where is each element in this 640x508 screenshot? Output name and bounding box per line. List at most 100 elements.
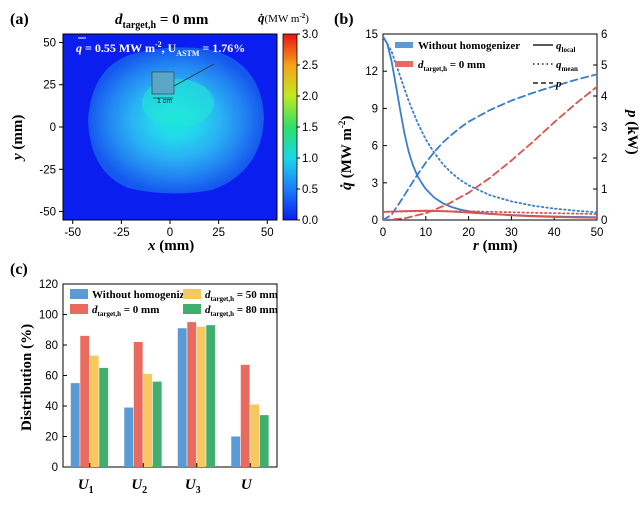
y-left-tick-label: 3 bbox=[372, 178, 378, 190]
bar bbox=[250, 404, 260, 467]
panel-a-title: dtarget,h = 0 mm bbox=[115, 12, 209, 31]
bar bbox=[80, 335, 90, 467]
colorbar-tick-label: 1.5 bbox=[302, 122, 318, 134]
series-line-4 bbox=[383, 210, 597, 215]
y-tick-label: -50 bbox=[39, 207, 56, 219]
y-tick-label: 60 bbox=[45, 371, 58, 383]
x-tick-label: 40 bbox=[548, 227, 561, 239]
panel-c: (c) 0 20 40 60 80 100 120 U1 U2 U3 U Distribution… bbox=[10, 261, 278, 496]
panel-a: (a) dtarget,h = 0 mm q = 0.55 MW m-2, UA… bbox=[10, 10, 318, 254]
x-tick-label: -50 bbox=[64, 227, 81, 239]
colorbar-title: q̇(MW m-2) bbox=[258, 10, 309, 25]
bar-legend-swatch-without bbox=[70, 289, 88, 299]
legend-p-label: p bbox=[555, 78, 562, 90]
heatmap-axis-ticks: -50 -25 0 25 50 -50 -25 0 25 50 bbox=[39, 37, 273, 239]
x-tick-label: 30 bbox=[505, 227, 518, 239]
bar bbox=[124, 407, 134, 467]
panel-b-y-right-label: p (kW) bbox=[624, 108, 640, 155]
bar-plot-bars bbox=[70, 322, 269, 467]
bar bbox=[196, 326, 206, 467]
y-tick-label: 20 bbox=[45, 432, 58, 444]
y-right-tick-label: 5 bbox=[601, 60, 607, 72]
y-right-tick-label: 2 bbox=[601, 153, 607, 165]
bar bbox=[206, 325, 216, 467]
panel-a-x-label: x (mm) bbox=[147, 238, 194, 254]
colorbar-tick-label: 1.0 bbox=[302, 153, 318, 165]
category-label: U1 bbox=[78, 477, 94, 496]
bar bbox=[231, 436, 241, 467]
series-line-1 bbox=[383, 35, 597, 214]
category-label: U2 bbox=[131, 477, 147, 496]
panel-b-legend: Without homogenizer dtarget,h = 0 mm qlo… bbox=[395, 40, 578, 90]
x-tick-label: 20 bbox=[462, 227, 475, 239]
category-label: U3 bbox=[185, 477, 201, 496]
scale-pointer-line bbox=[173, 63, 215, 87]
y-tick-label: 100 bbox=[39, 310, 58, 322]
x-tick-label: -25 bbox=[113, 227, 130, 239]
bar bbox=[99, 367, 109, 467]
bar bbox=[259, 415, 269, 467]
legend-dtarget-label: dtarget,h = 0 mm bbox=[418, 59, 485, 73]
y-left-tick-label: 9 bbox=[372, 103, 378, 115]
y-tick-label: -25 bbox=[39, 164, 56, 176]
y-right-tick-label: 1 bbox=[601, 184, 607, 196]
panel-b-x-label: r (mm) bbox=[473, 238, 518, 254]
panel-b-y-left-label: q̇ (MW m-2) bbox=[337, 116, 355, 190]
line-plot-frame bbox=[382, 33, 598, 221]
bar bbox=[177, 328, 187, 467]
panel-a-label: (a) bbox=[10, 11, 29, 28]
y-tick-label: 120 bbox=[39, 279, 58, 291]
bar-legend-0mm-label: dtarget,h = 0 mm bbox=[92, 304, 159, 318]
y-tick-label: 0 bbox=[50, 122, 56, 134]
y-right-tick-label: 3 bbox=[601, 122, 607, 134]
scale-square bbox=[151, 71, 175, 95]
scale-bar-label: 1 cm bbox=[157, 98, 172, 105]
panel-a-y-label: y (mm) bbox=[10, 115, 26, 162]
legend-swatch-dtarget bbox=[395, 61, 413, 67]
bar-legend-80mm-label: dtarget,h = 80 mm bbox=[205, 304, 278, 318]
bar bbox=[187, 322, 197, 467]
bar bbox=[89, 355, 99, 467]
series-line-0 bbox=[383, 35, 597, 219]
colorbar-tick-label: 2.5 bbox=[302, 60, 318, 72]
bar bbox=[240, 364, 250, 467]
bar bbox=[133, 341, 143, 467]
colorbar-ticks: 0.0 0.5 1.0 1.5 2.0 2.5 3.0 bbox=[297, 29, 318, 227]
panel-c-legend: Without homogenizer dtarget,h = 0 mm dta… bbox=[70, 289, 278, 318]
y-left-tick-label: 15 bbox=[365, 29, 378, 41]
bar-plot-categories: U1 U2 U3 U bbox=[78, 463, 253, 496]
colorbar-tick-label: 0.5 bbox=[302, 184, 318, 196]
panel-c-y-label: Distribution (%) bbox=[19, 324, 35, 431]
line-plot-series bbox=[383, 35, 597, 220]
y-tick-label: 40 bbox=[45, 401, 58, 413]
x-tick-label: 50 bbox=[591, 227, 604, 239]
bar-legend-without-label: Without homogenizer bbox=[92, 289, 194, 301]
y-right-tick-label: 6 bbox=[601, 29, 607, 41]
heatmap-annotation: q = 0.55 MW m-2, UASTM = 1.76% bbox=[76, 40, 245, 58]
legend-without-label: Without homogenizer bbox=[418, 40, 520, 52]
bar-legend-swatch-0mm bbox=[70, 304, 88, 314]
bar bbox=[152, 381, 162, 467]
x-tick-label: 0 bbox=[167, 227, 173, 239]
x-tick-label: 10 bbox=[419, 227, 432, 239]
y-tick-label: 25 bbox=[43, 80, 56, 92]
panel-c-label: (c) bbox=[10, 261, 28, 278]
legend-qlocal-label: qlocal bbox=[556, 40, 576, 54]
y-left-tick-label: 12 bbox=[365, 66, 378, 78]
category-label: U bbox=[241, 477, 253, 493]
y-left-tick-label: 6 bbox=[372, 141, 378, 153]
bar bbox=[70, 383, 80, 467]
bar-legend-swatch-80mm bbox=[183, 304, 201, 314]
x-tick-label: 0 bbox=[380, 227, 386, 239]
y-right-tick-label: 0 bbox=[601, 215, 607, 227]
series-line-2 bbox=[383, 73, 597, 220]
y-tick-label: 80 bbox=[45, 340, 58, 352]
y-tick-label: 50 bbox=[43, 37, 56, 49]
colorbar-tick-label: 0.0 bbox=[302, 215, 318, 227]
bar-legend-50mm-label: dtarget,h = 50 mm bbox=[205, 289, 278, 303]
bar-legend-swatch-50mm bbox=[183, 289, 201, 299]
x-tick-label: 25 bbox=[212, 227, 225, 239]
